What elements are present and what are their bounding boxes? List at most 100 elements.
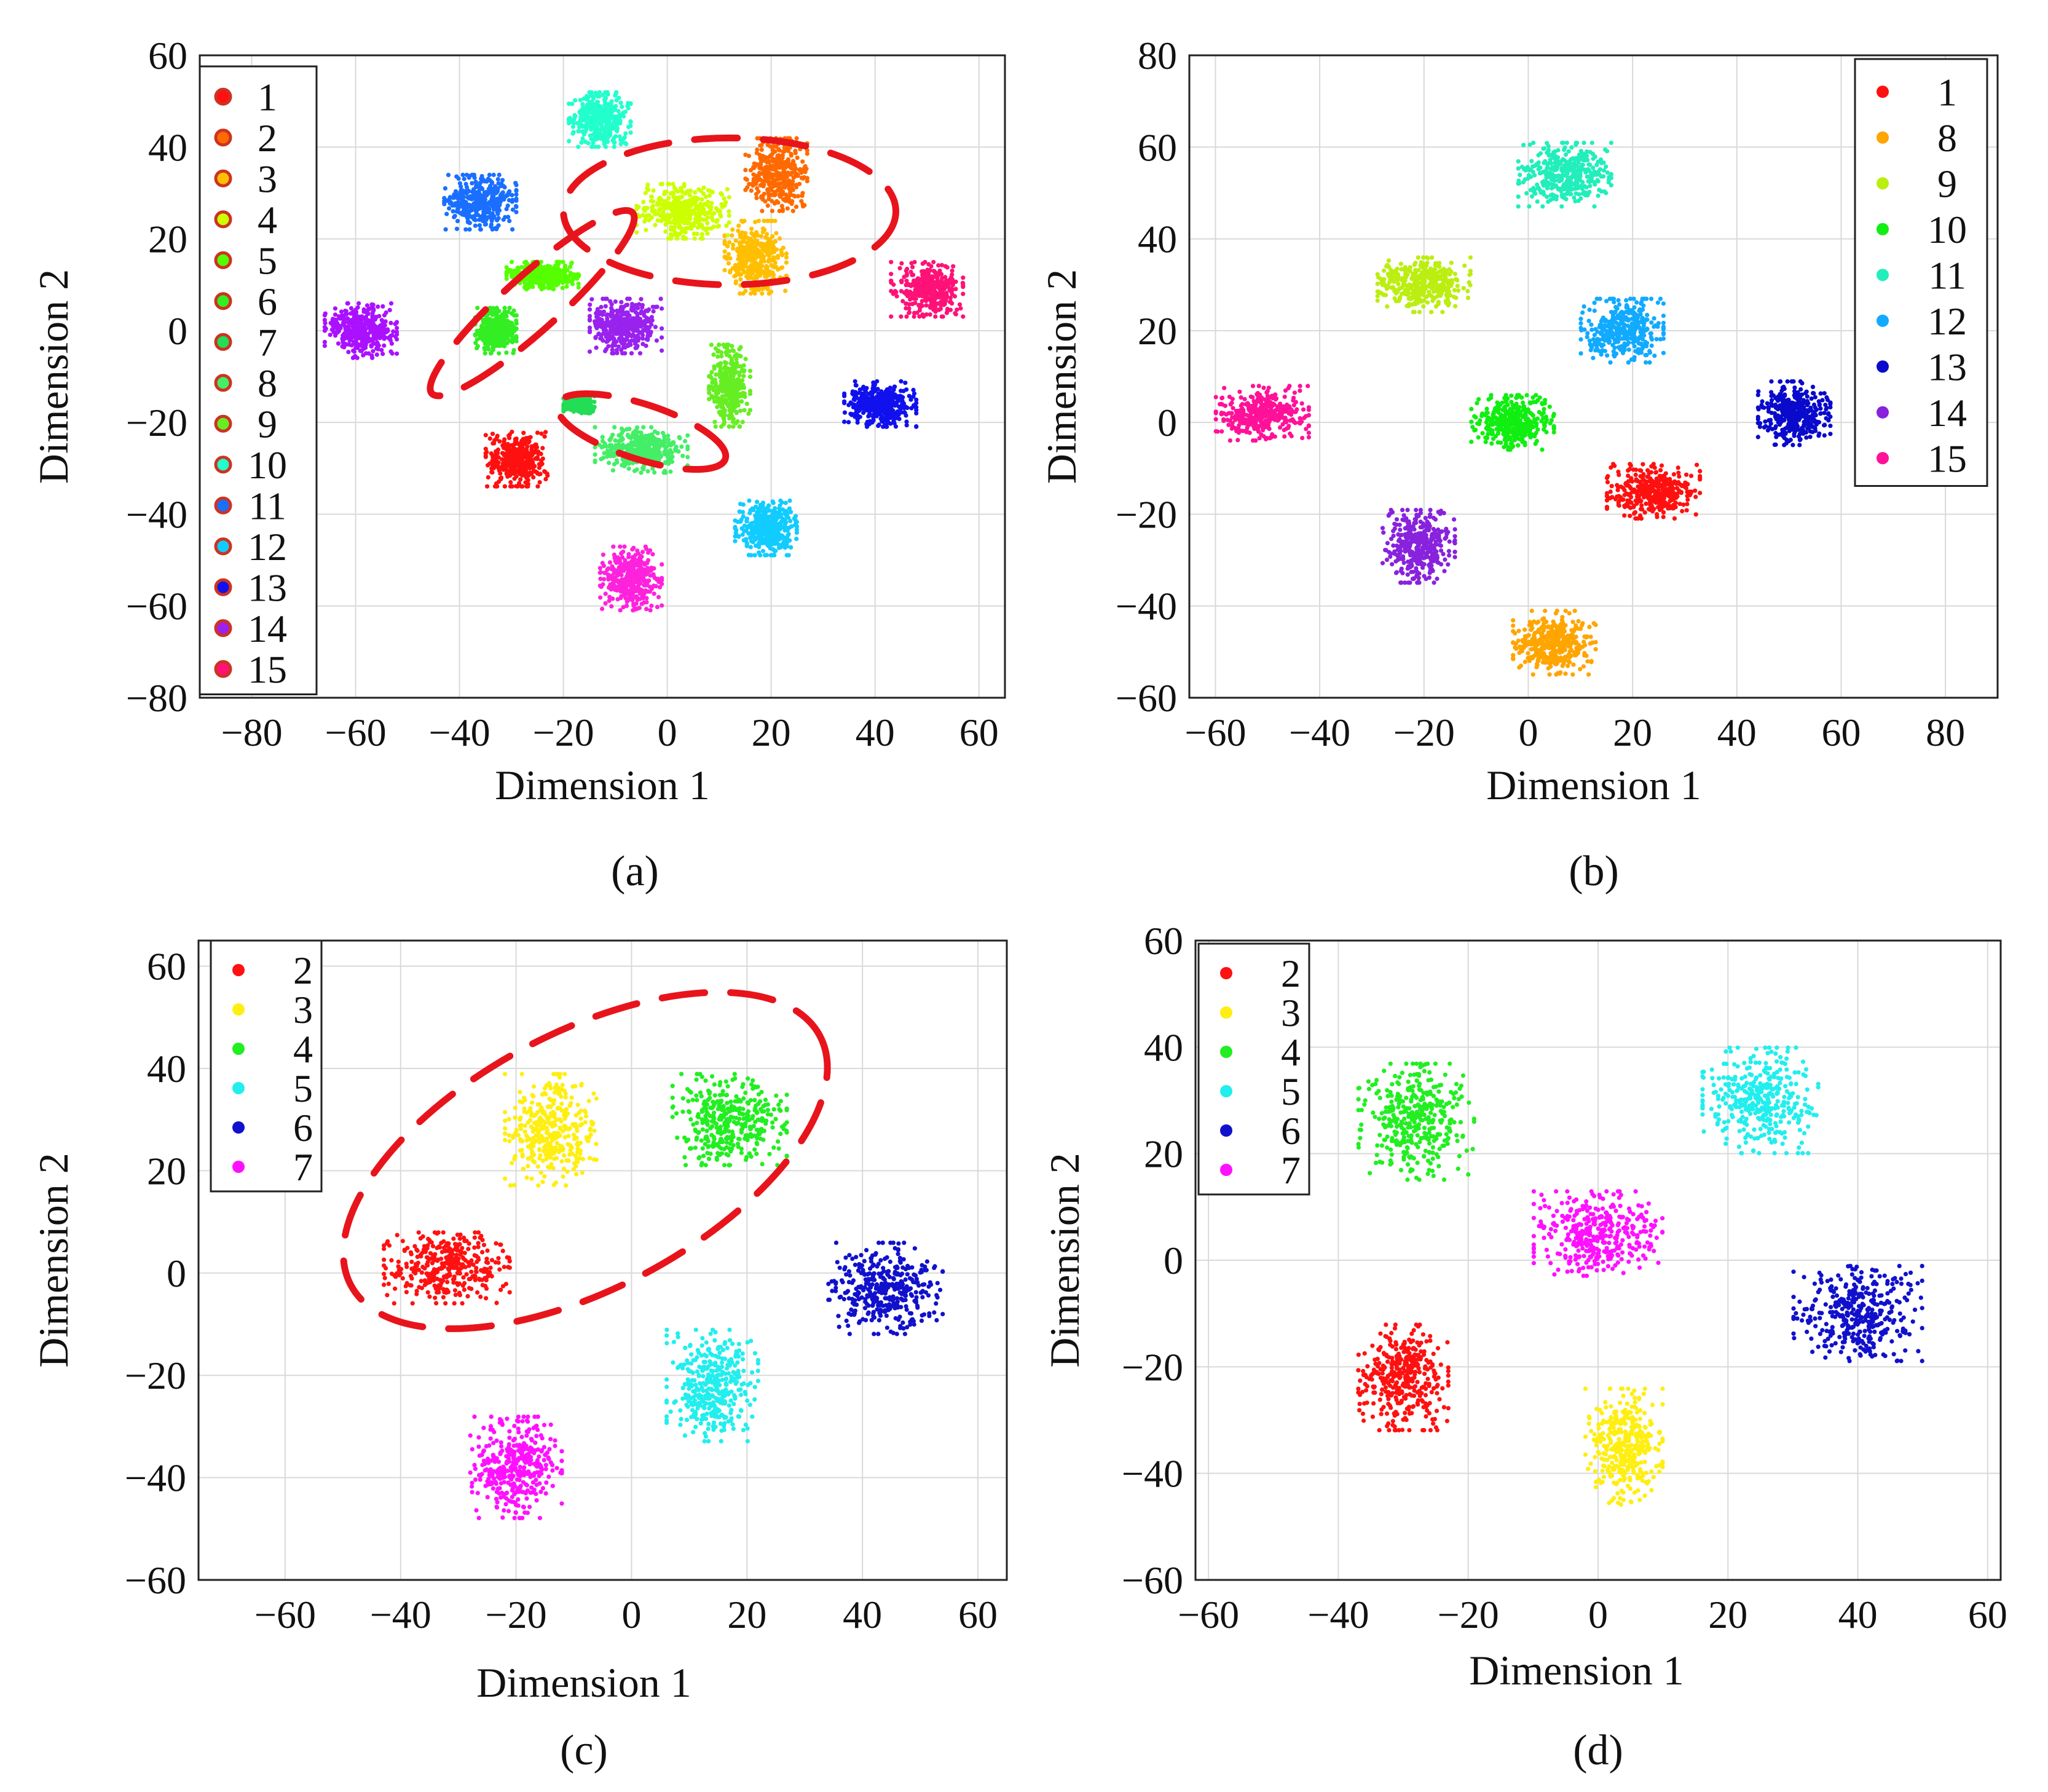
point xyxy=(754,529,759,534)
point xyxy=(483,325,488,330)
point xyxy=(513,268,518,274)
point xyxy=(672,224,677,229)
point xyxy=(520,454,525,459)
point xyxy=(750,242,755,247)
point xyxy=(724,223,729,228)
point xyxy=(556,274,561,278)
point xyxy=(487,178,492,183)
point xyxy=(875,379,880,384)
point xyxy=(692,236,697,241)
point xyxy=(747,267,752,272)
point xyxy=(779,172,784,177)
point xyxy=(506,433,511,438)
point xyxy=(731,424,736,429)
point xyxy=(905,405,910,411)
point xyxy=(760,157,765,162)
point xyxy=(707,374,712,379)
point xyxy=(467,227,472,232)
point xyxy=(733,524,738,530)
point xyxy=(510,197,515,202)
point xyxy=(607,460,612,465)
point xyxy=(711,387,716,393)
point xyxy=(767,164,772,169)
point xyxy=(730,399,735,404)
point xyxy=(496,466,501,471)
point xyxy=(777,524,782,529)
point xyxy=(717,342,722,347)
point xyxy=(550,284,555,289)
point xyxy=(481,197,487,202)
point xyxy=(682,203,687,208)
point xyxy=(712,399,717,404)
point xyxy=(580,117,585,123)
point xyxy=(454,209,459,214)
point xyxy=(705,221,710,226)
point xyxy=(710,212,715,217)
point xyxy=(786,553,791,558)
point xyxy=(763,274,768,279)
plot-area xyxy=(200,55,1005,698)
point xyxy=(508,461,513,467)
point xyxy=(615,114,620,119)
point xyxy=(719,397,723,402)
point xyxy=(500,457,505,462)
point xyxy=(605,454,610,459)
point xyxy=(762,166,767,171)
point xyxy=(597,120,602,125)
point xyxy=(478,227,483,232)
point xyxy=(799,175,804,180)
point xyxy=(718,374,723,379)
point xyxy=(896,398,901,403)
point xyxy=(506,309,511,314)
point xyxy=(662,205,667,210)
point xyxy=(786,532,791,537)
point xyxy=(867,412,872,417)
point xyxy=(521,430,526,435)
point xyxy=(573,98,578,103)
point xyxy=(596,144,601,149)
point xyxy=(650,203,655,208)
point xyxy=(747,408,753,412)
point xyxy=(760,291,765,296)
point xyxy=(712,364,717,369)
point xyxy=(762,258,766,263)
point xyxy=(476,213,481,218)
point xyxy=(452,192,457,197)
point xyxy=(662,469,668,474)
point xyxy=(626,124,631,129)
point xyxy=(725,187,730,192)
point xyxy=(739,218,744,223)
point xyxy=(495,177,500,182)
point xyxy=(742,368,747,373)
point xyxy=(770,243,775,248)
point xyxy=(677,436,682,441)
point xyxy=(804,167,809,172)
point xyxy=(491,172,496,178)
point xyxy=(736,223,741,228)
point xyxy=(805,151,809,156)
point xyxy=(641,425,646,430)
point xyxy=(469,197,475,202)
point xyxy=(524,484,529,489)
point xyxy=(754,192,758,197)
point xyxy=(738,258,743,263)
point xyxy=(723,397,728,403)
point xyxy=(495,340,500,345)
point xyxy=(685,219,690,224)
point xyxy=(725,255,730,260)
point xyxy=(650,453,655,458)
point xyxy=(773,519,778,524)
point xyxy=(488,334,493,339)
point xyxy=(510,339,515,345)
point xyxy=(513,181,518,186)
point xyxy=(726,261,731,266)
series-4 xyxy=(634,181,731,241)
point xyxy=(643,191,648,195)
point xyxy=(777,148,782,153)
point xyxy=(475,306,480,310)
point xyxy=(580,136,585,141)
point xyxy=(642,208,647,213)
point xyxy=(865,397,870,402)
point xyxy=(514,198,519,203)
point xyxy=(454,174,459,179)
